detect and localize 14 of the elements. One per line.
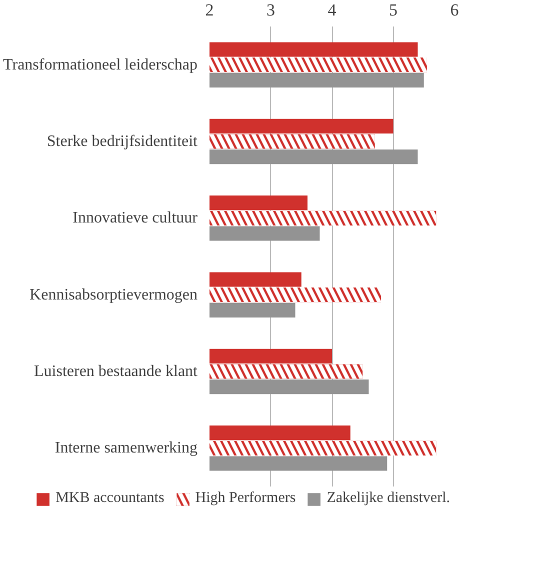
x-tick-label: 5: [389, 0, 398, 20]
x-tick-label: 6: [450, 0, 459, 20]
x-tick-label: 3: [266, 0, 275, 20]
y-tick-label: Interne samenwerking: [54, 440, 198, 457]
y-tick-label: Sterke bedrijfsidentiteit: [46, 133, 198, 150]
x-tick-label: 4: [328, 0, 337, 20]
y-tick-label: Kennisabsorptievermogen: [30, 286, 198, 304]
y-tick-label: Luisteren bestaande klant: [34, 363, 198, 380]
legend-label: MKB accountants: [56, 490, 164, 507]
x-tick-label: 2: [205, 0, 214, 20]
legend-label: Zakelijke dienstverl.: [326, 490, 450, 507]
y-tick-label: Innovatieve cultuur: [72, 210, 198, 227]
legend-label: High Performers: [195, 490, 296, 507]
y-tick-label: Transformationeel leiderschap: [3, 56, 198, 74]
